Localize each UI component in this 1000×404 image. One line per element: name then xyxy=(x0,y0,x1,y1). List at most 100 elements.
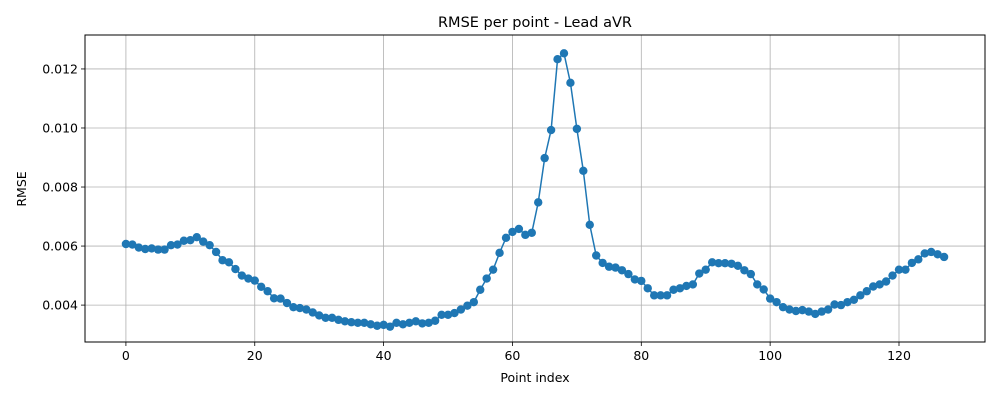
rmse-data-point xyxy=(192,233,201,242)
x-tick-label: 40 xyxy=(376,348,392,363)
rmse-data-point xyxy=(218,256,227,265)
rmse-data-point xyxy=(881,277,891,286)
x-tick-label: 60 xyxy=(504,348,520,363)
rmse-data-point xyxy=(469,297,478,307)
axis-ticks: 0 20 40 60 80 100 120 0.004 0.006 0.008 0.010 0.012 xyxy=(42,61,911,363)
rmse-data-point xyxy=(257,282,266,291)
rmse-data-point xyxy=(830,300,839,309)
rmse-data-point xyxy=(314,311,324,320)
rmse-data-point xyxy=(295,303,305,313)
rmse-data-point xyxy=(244,274,253,283)
rmse-data-point xyxy=(682,281,691,291)
rmse-data-point xyxy=(907,258,917,268)
rmse-data-point xyxy=(656,291,665,300)
rmse-data-point xyxy=(540,153,549,163)
rmse-data-point xyxy=(869,282,878,291)
rmse-data-point xyxy=(765,294,775,303)
rmse-data-point xyxy=(753,280,762,289)
rmse-data-point xyxy=(579,166,588,175)
rmse-data-point xyxy=(611,263,620,272)
rmse-data-point xyxy=(237,271,247,280)
rmse-data-point xyxy=(289,302,298,312)
rmse-data-point xyxy=(340,317,350,326)
rmse-data-point xyxy=(327,313,337,322)
rmse-data-point xyxy=(521,230,530,240)
rmse-data-point xyxy=(173,240,182,249)
rmse-data-point xyxy=(488,265,498,274)
rmse-data-point xyxy=(276,294,285,303)
y-tick-label: 0.010 xyxy=(42,120,78,135)
rmse-data-point xyxy=(662,291,672,300)
rmse-data-point xyxy=(128,240,137,249)
rmse-data-point xyxy=(546,125,556,135)
rmse-data-point xyxy=(379,320,388,330)
rmse-data-point xyxy=(630,275,640,284)
rmse-data-point xyxy=(166,240,176,250)
rmse-data-point xyxy=(901,265,910,274)
rmse-data-point xyxy=(604,262,614,271)
rmse-data-point xyxy=(527,228,536,237)
rmse-data-point xyxy=(817,307,826,316)
rmse-data-point xyxy=(179,236,189,245)
rmse-data-point xyxy=(366,320,375,329)
rmse-data-point xyxy=(385,322,395,331)
rmse-data-point xyxy=(701,265,710,274)
rmse-data-point xyxy=(894,265,904,274)
rmse-data-point xyxy=(643,284,652,293)
rmse-data-point xyxy=(250,276,259,285)
rmse-data-point xyxy=(585,220,594,230)
rmse-data-point xyxy=(707,258,717,267)
y-tick-label: 0.006 xyxy=(42,239,78,254)
rmse-data-point xyxy=(450,308,459,318)
x-tick-label: 20 xyxy=(247,348,263,363)
chart-title: RMSE per point - Lead aVR xyxy=(438,15,632,31)
rmse-data-point xyxy=(456,305,466,314)
rmse-data-point xyxy=(199,237,208,246)
rmse-data-point xyxy=(727,259,736,268)
rmse-data-point xyxy=(804,307,813,316)
rmse-data-point xyxy=(856,291,865,300)
plot-area-frame xyxy=(84,34,986,343)
rmse-data-point xyxy=(823,305,833,314)
rmse-data-point xyxy=(746,269,756,279)
rmse-data-point xyxy=(398,320,408,329)
rmse-data-point xyxy=(269,294,279,303)
rmse-data-point xyxy=(740,266,749,275)
rmse-data-point xyxy=(353,318,363,328)
rmse-data-point xyxy=(695,269,704,278)
rmse-data-point xyxy=(205,240,214,250)
rmse-data-point xyxy=(321,313,330,322)
rmse-data-point xyxy=(624,269,633,279)
rmse-data-point xyxy=(798,305,807,315)
rmse-data-point xyxy=(939,252,949,262)
rmse-data-point xyxy=(927,247,936,257)
rmse-data-point xyxy=(572,124,582,134)
rmse-data-point xyxy=(508,227,517,237)
rmse-data-point xyxy=(791,306,801,316)
series-layer xyxy=(121,49,949,331)
x-axis-label: Point index xyxy=(500,370,569,385)
rmse-data-point xyxy=(669,285,678,294)
rmse-data-point xyxy=(418,319,427,328)
rmse-data-point xyxy=(186,235,195,245)
rmse-data-point xyxy=(553,55,562,64)
y-axis-label: RMSE xyxy=(14,171,29,206)
rmse-data-point xyxy=(372,321,382,330)
x-tick-label: 120 xyxy=(887,348,911,363)
rmse-data-point xyxy=(147,244,156,253)
rmse-data-point xyxy=(675,284,685,293)
grid-lines xyxy=(85,35,985,342)
rmse-data-point xyxy=(476,285,485,294)
rmse-data-point xyxy=(875,280,884,289)
rmse-data-point xyxy=(688,280,698,289)
rmse-data-point xyxy=(263,287,272,296)
rmse-data-point xyxy=(592,251,601,260)
rmse-data-point xyxy=(153,245,163,254)
rmse-data-point xyxy=(559,49,569,58)
rmse-data-point xyxy=(914,255,923,264)
rmse-data-point xyxy=(778,302,788,312)
rmse-data-point xyxy=(785,305,794,314)
rmse-data-point xyxy=(649,291,659,300)
